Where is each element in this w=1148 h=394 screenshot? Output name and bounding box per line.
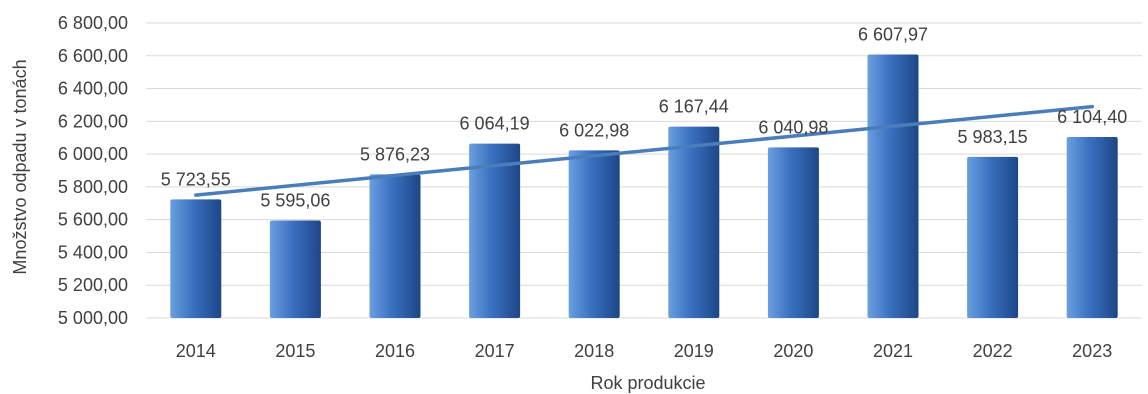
y-axis-ticks: 5 000,00 5 200,00 5 400,00 5 600,00 5 800,00… <box>58 13 128 328</box>
y-tick-label: 5 600,00 <box>58 210 128 230</box>
trendline-layer <box>194 104 1094 197</box>
data-label-2019: 6 167,44 <box>659 97 729 117</box>
bar-2021 <box>867 54 919 318</box>
y-tick-label: 5 400,00 <box>58 242 128 262</box>
bar-2014 <box>170 199 222 318</box>
bar-2017 <box>469 143 521 318</box>
y-tick-label: 6 600,00 <box>58 46 128 66</box>
y-tick-label: 5 000,00 <box>58 308 128 328</box>
y-tick-label: 6 200,00 <box>58 111 128 131</box>
data-label-2016: 5 876,23 <box>360 144 430 164</box>
x-tick-label: 2023 <box>1072 341 1112 361</box>
bars <box>170 54 1118 318</box>
x-tick-label: 2014 <box>176 341 216 361</box>
y-tick-label: 5 800,00 <box>58 177 128 197</box>
bar-2020 <box>767 147 819 318</box>
data-label-2017: 6 064,19 <box>460 114 530 134</box>
data-label-2021: 6 607,97 <box>858 24 928 44</box>
x-tick-label: 2017 <box>475 341 515 361</box>
x-tick-label: 2022 <box>973 341 1013 361</box>
x-tick-label: 2020 <box>773 341 813 361</box>
y-tick-label: 6 800,00 <box>58 13 128 33</box>
bar-2018 <box>568 150 620 318</box>
y-axis-title: Množstvo odpadu v tonách <box>10 59 30 274</box>
x-tick-label: 2015 <box>275 341 315 361</box>
data-label-2020: 6 040,98 <box>758 117 828 137</box>
bar-2015 <box>269 220 321 318</box>
x-axis-ticks: 2014 2015 2016 2017 2018 2019 2020 2021 2022 2023 <box>176 341 1112 361</box>
data-label-2014: 5 723,55 <box>161 169 231 189</box>
y-tick-label: 6 400,00 <box>58 79 128 99</box>
x-tick-label: 2016 <box>375 341 415 361</box>
data-label-2018: 6 022,98 <box>559 120 629 140</box>
y-tick-label: 6 000,00 <box>58 144 128 164</box>
trendline <box>194 104 1094 197</box>
x-tick-label: 2019 <box>674 341 714 361</box>
x-tick-label: 2018 <box>574 341 614 361</box>
y-tick-label: 5 200,00 <box>58 275 128 295</box>
data-label-2015: 5 595,06 <box>260 190 330 210</box>
data-label-2022: 5 983,15 <box>958 127 1028 147</box>
data-label-2023: 6 104,40 <box>1057 107 1127 127</box>
x-axis-title: Rok produkcie <box>590 373 705 393</box>
bar-2019 <box>668 126 720 318</box>
bar-2023 <box>1066 137 1118 318</box>
bar-2016 <box>369 174 421 318</box>
bar-2022 <box>967 156 1019 318</box>
data-labels: 5 723,55 5 595,06 5 876,23 6 064,19 6 022,98… <box>161 24 1127 210</box>
x-tick-label: 2021 <box>873 341 913 361</box>
